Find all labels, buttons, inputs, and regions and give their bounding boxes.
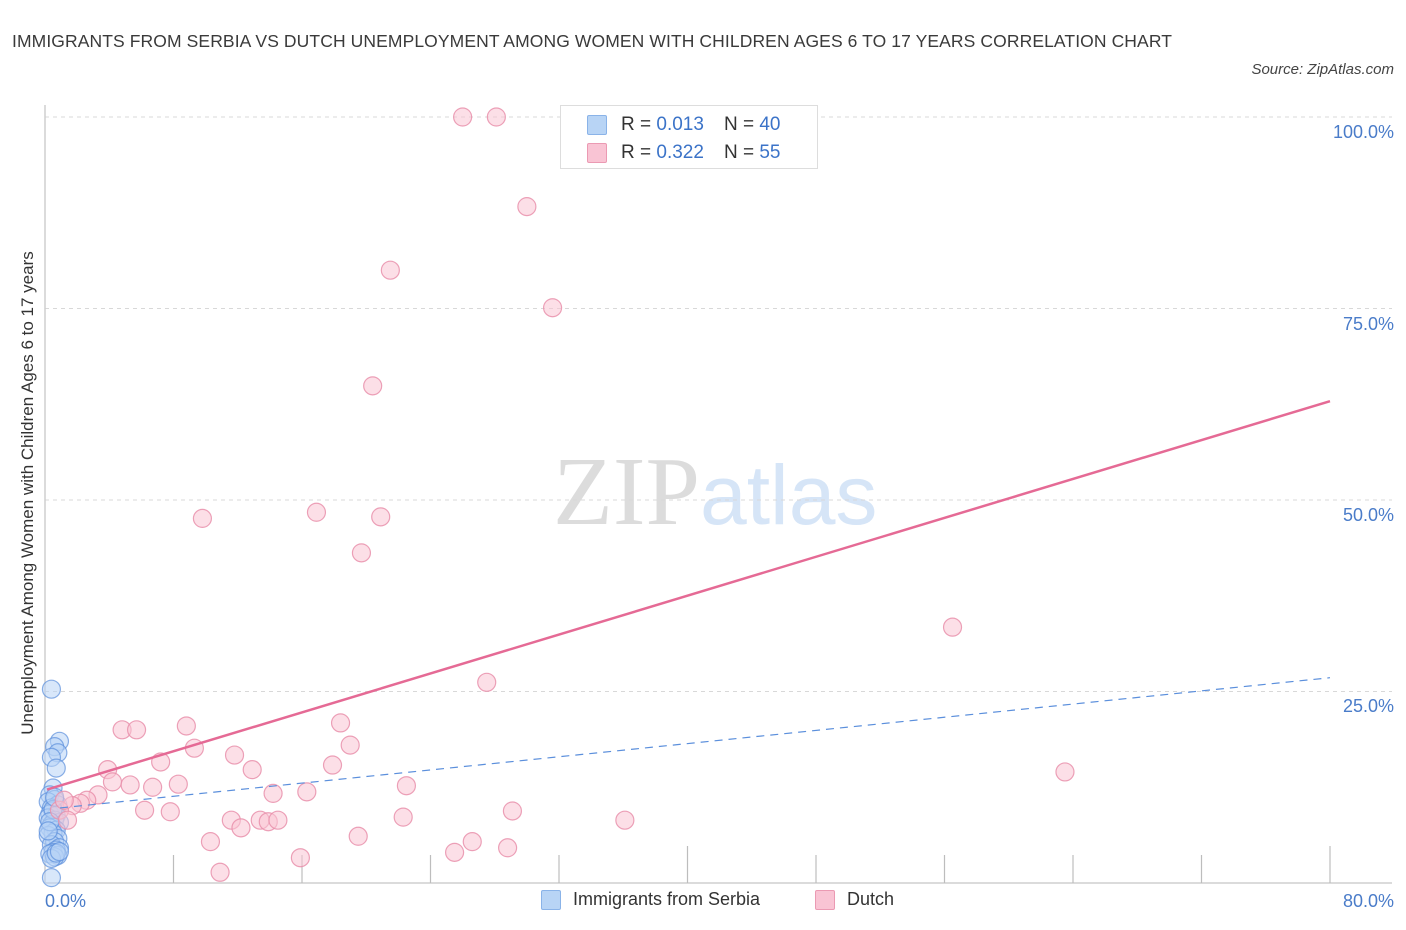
dutch-n-value: 55 [759,142,781,163]
dutch-swatch [815,889,835,910]
stats-row-dutch: R = 0.322 N = 55 [587,141,780,165]
y-tick-100: 100.0% [1332,122,1394,142]
legend-item-serbia[interactable]: Immigrants from Serbia [541,889,760,910]
y-tick-25: 25.0% [1342,696,1394,716]
trend-lines [46,399,1331,809]
watermark-atlas: atlas [700,448,878,542]
x-tick-80: 80.0% [1342,891,1394,911]
dutch-swatch [587,143,607,163]
serbia-swatch [587,115,607,135]
n-label: N = [723,114,755,135]
chart-title: IMMIGRANTS FROM SERBIA VS DUTCH UNEMPLOY… [12,31,1173,51]
serbia-swatch [541,889,561,910]
x-tick-0: 0.0% [45,891,87,911]
r-label: R = [621,114,652,135]
r-label: R = [621,142,652,163]
stats-row-serbia: R = 0.013 N = 40 [587,113,780,137]
gridlines [45,116,1392,692]
serbia-n-value: 40 [759,114,781,135]
legend-label-dutch: Dutch [847,889,895,909]
legend-label-serbia: Immigrants from Serbia [573,889,761,909]
series-dutch-points [49,107,1075,882]
stats-legend: R = 0.013 N = 40 R = 0.322 N = 55 [560,105,818,169]
source-label: Source: ZipAtlas.com [1251,61,1394,78]
legend-item-dutch[interactable]: Dutch [815,889,894,910]
n-label: N = [723,142,755,163]
watermark-zip: ZIP [553,438,700,546]
y-tick-75: 75.0% [1342,314,1394,334]
dutch-r-value: 0.322 [656,142,704,163]
y-tick-50: 50.0% [1342,505,1394,525]
watermark: ZIPatlas [553,440,877,545]
serbia-r-value: 0.013 [656,114,704,135]
y-axis-label: Unemployment Among Women with Children A… [18,251,37,735]
